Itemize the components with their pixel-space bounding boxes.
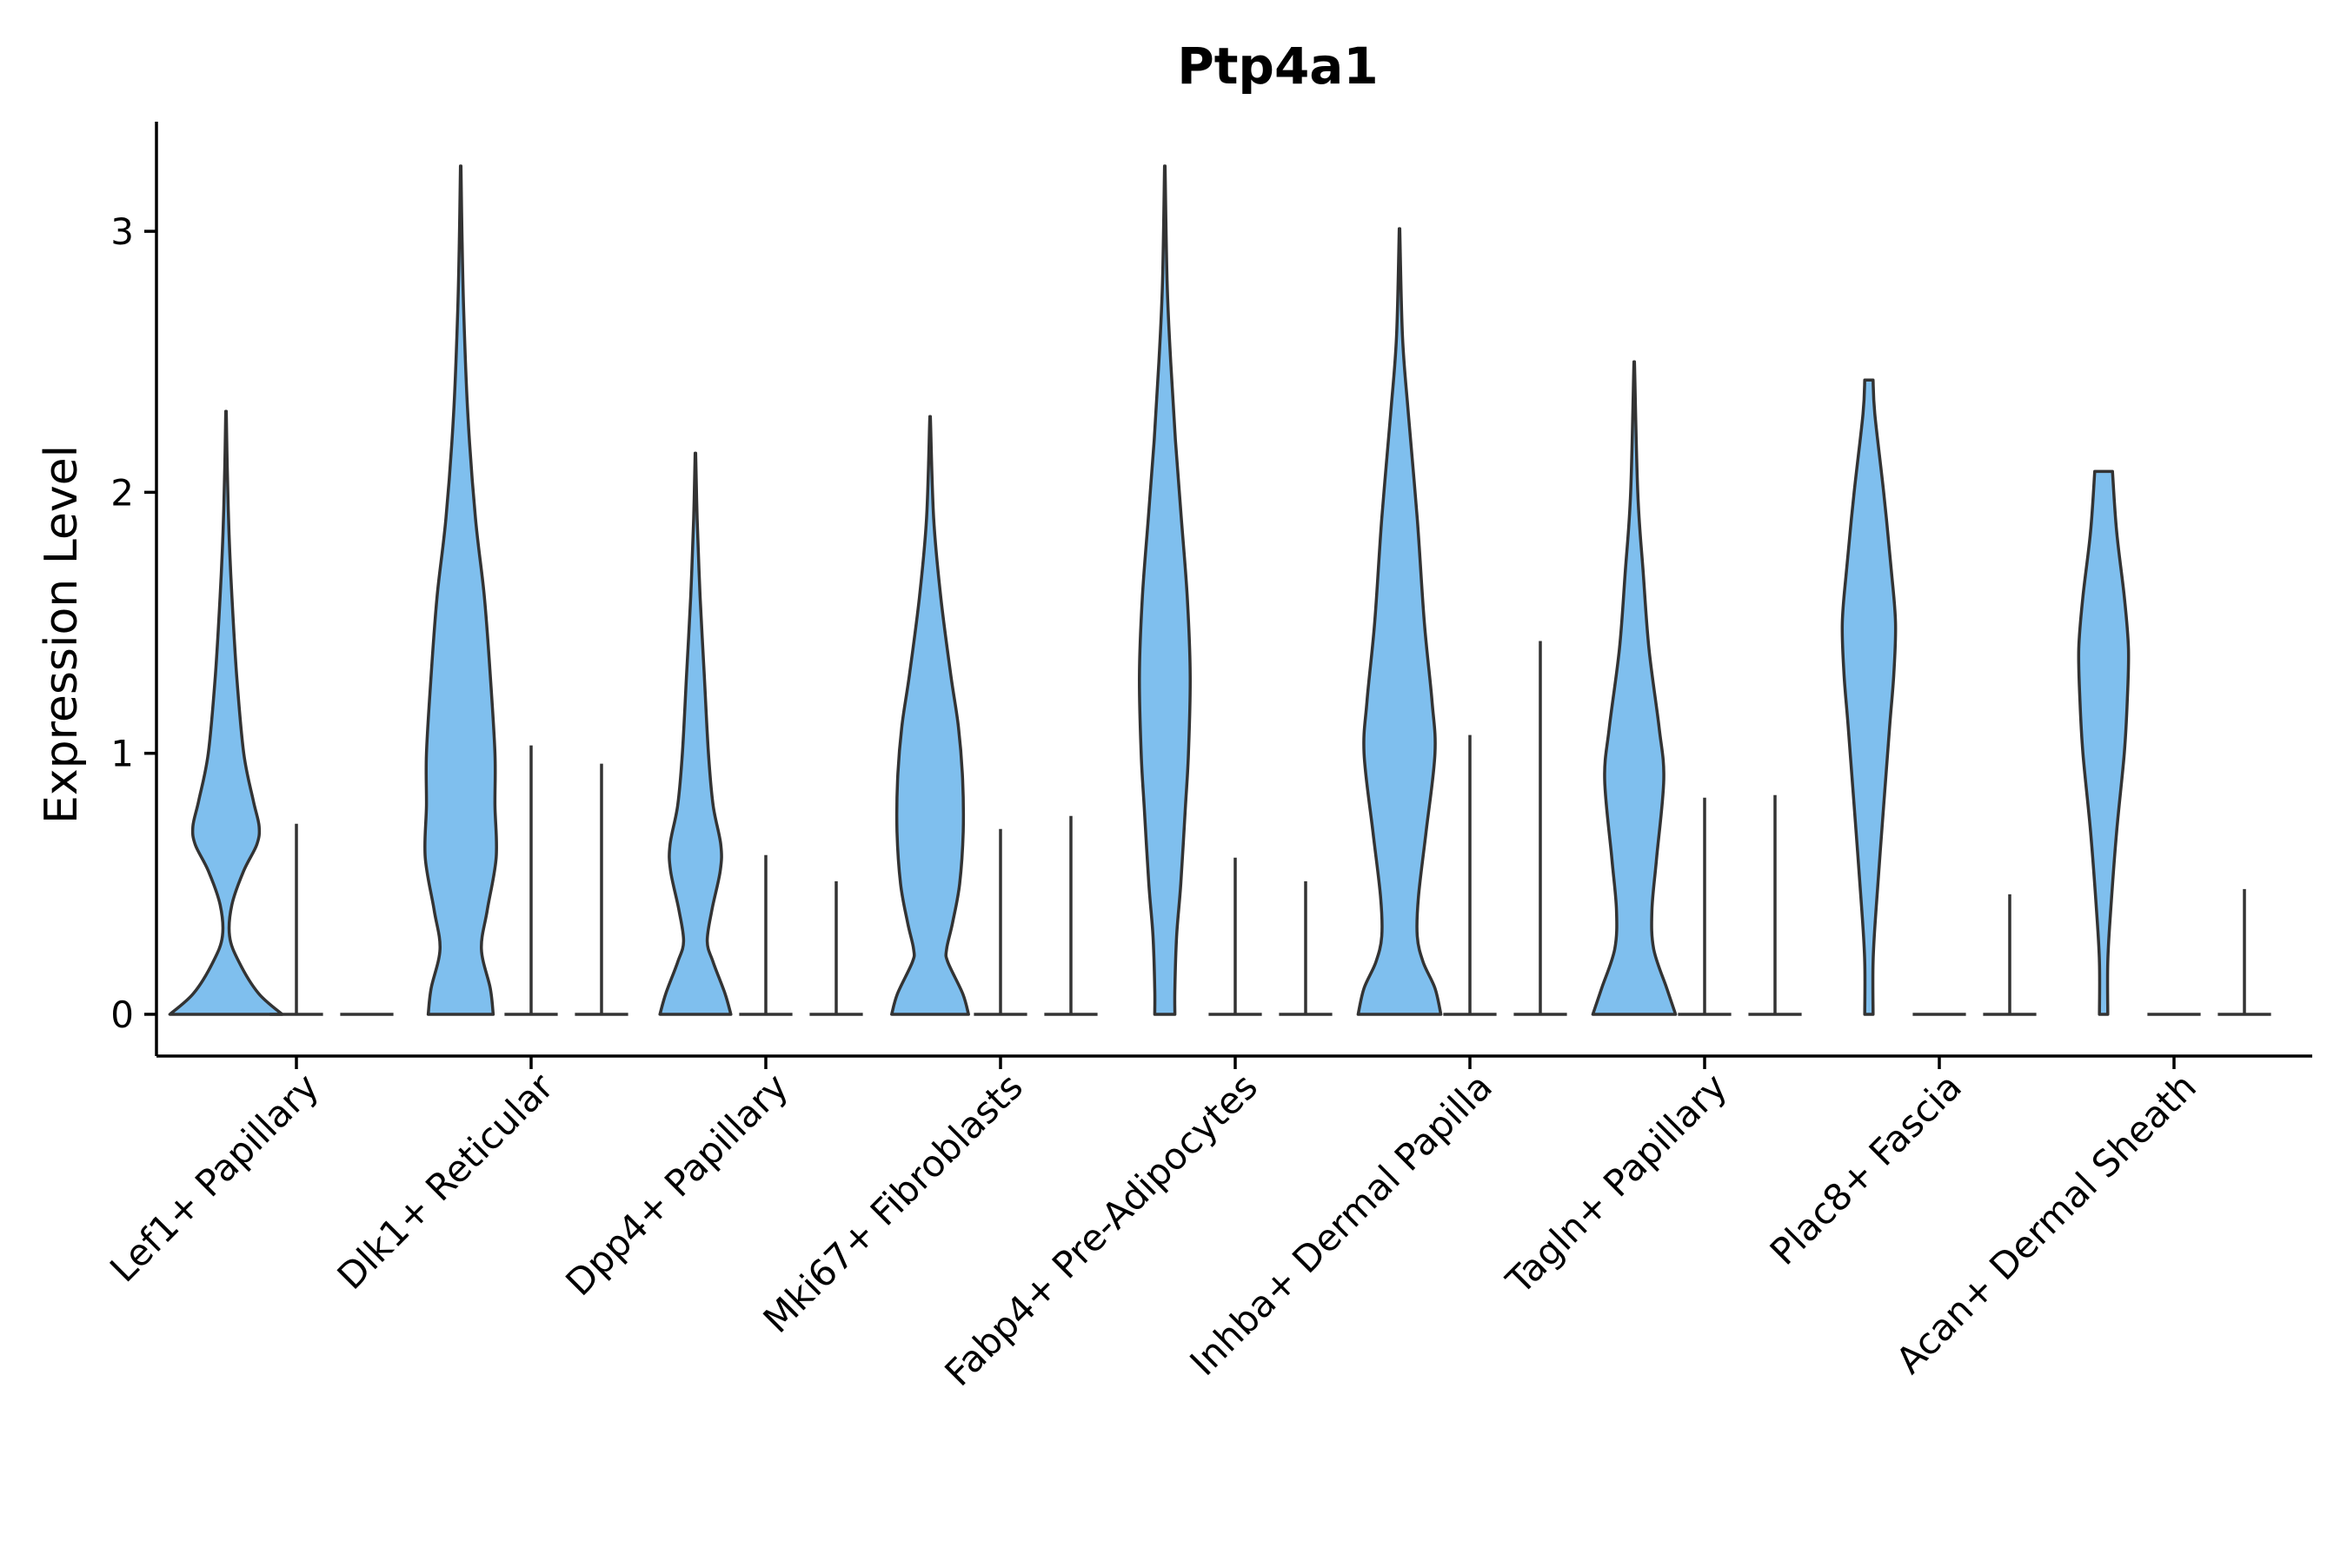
x-tick-label: Mki67+ Fibroblasts: [755, 1065, 1031, 1340]
violin-2-1: [422, 164, 499, 1016]
x-tick-label: Lef1+ Papillary: [102, 1065, 327, 1290]
violin-1-1: [168, 409, 284, 1016]
y-axis-label: Expression Level: [36, 445, 88, 824]
violin-5-1: [1138, 164, 1192, 1016]
violin-7-1: [1591, 360, 1678, 1016]
violin-8-1: [1840, 378, 1898, 1016]
y-tick-label: 2: [110, 471, 134, 514]
x-tick-label: Dpp4+ Papillary: [557, 1065, 796, 1304]
x-tick-label: Tagln+ Papillary: [1498, 1065, 1735, 1302]
plot-area: 0 1 2 3 Lef1+ Papillary Dlk1+ ReticularDpp4+ …: [102, 122, 2312, 1394]
y-tick-label: 3: [110, 210, 134, 253]
violin-6-1: [1356, 227, 1443, 1016]
chart-title: Ptp4a1: [1177, 37, 1379, 96]
y-tick-label: 1: [110, 733, 134, 775]
y-tick-label: 0: [110, 993, 134, 1036]
violin-4-1: [890, 415, 970, 1016]
violin-3-1: [658, 451, 733, 1016]
violin-9-1: [2077, 469, 2131, 1016]
x-tick-label: Dlk1+ Reticular: [329, 1065, 562, 1298]
x-tick-label: Plac8+ Fascia: [1762, 1065, 1970, 1272]
